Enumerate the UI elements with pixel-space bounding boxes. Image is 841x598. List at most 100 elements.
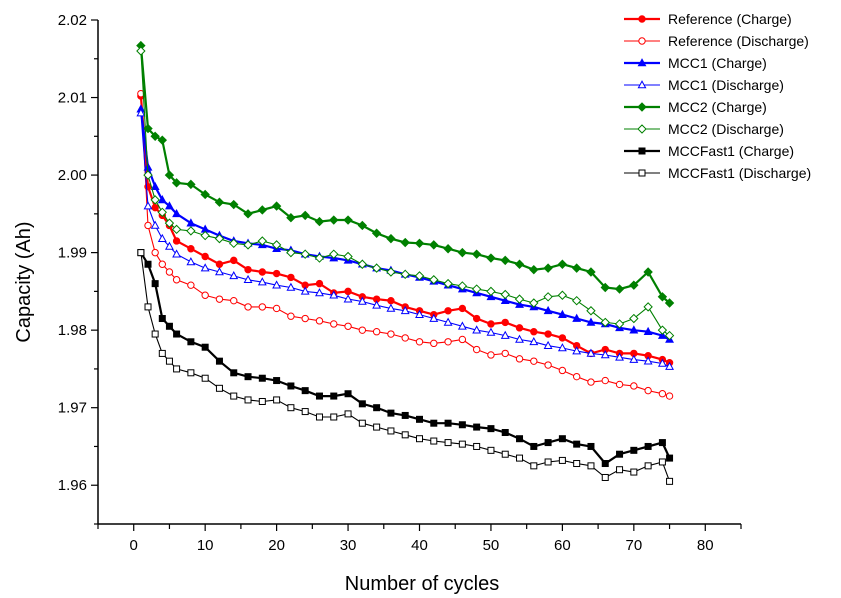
data-point [214,233,225,244]
data-point [164,170,175,180]
data-point [230,369,238,377]
series-1 [137,89,674,400]
data-point [430,419,438,427]
data-point [629,354,639,363]
data-point [415,338,424,346]
data-point [586,306,596,316]
data-point [558,456,566,464]
data-point [357,259,368,269]
data-point [136,46,146,56]
data-point [515,334,524,343]
x-tick-label: 20 [268,537,285,554]
data-point [558,334,567,342]
data-point [157,207,168,218]
data-point [151,248,159,257]
data-point [244,303,252,311]
legend-item: MCC1 (Charge) [624,55,767,71]
data-point [444,439,452,447]
data-point [544,458,552,466]
data-point [400,237,410,248]
data-point [287,382,295,390]
data-point [215,260,224,268]
y-tick-label: 1.96 [58,477,87,494]
data-point [486,253,496,263]
data-point [630,468,638,476]
data-point [630,446,638,454]
data-point [272,304,281,313]
data-point [358,326,367,334]
data-point [487,351,495,359]
legend-marker [637,58,647,67]
data-point [329,249,339,259]
data-point [172,276,181,284]
data-point [286,247,296,258]
data-point [643,267,653,277]
data-point [144,260,152,268]
data-point [244,396,252,404]
data-point [644,386,652,395]
data-point [530,328,538,336]
data-point [186,226,196,236]
data-point [514,294,525,304]
x-tick-label: 10 [197,537,214,554]
data-point [357,220,368,231]
data-point [472,314,481,323]
data-point [457,281,468,291]
data-point [165,201,174,210]
data-point [501,318,509,327]
data-point [172,209,182,218]
data-point [657,325,668,335]
data-point [343,215,353,225]
data-point [157,195,167,204]
data-point [601,473,609,481]
data-point [443,317,453,326]
data-point [516,435,524,443]
series-5 [136,46,675,341]
data-point [658,439,666,447]
data-point [400,305,410,315]
data-point [529,264,539,275]
data-point [300,286,310,295]
legend-label: MCC2 (Discharge) [668,121,784,137]
legend-marker [638,147,646,155]
legend-marker [637,102,647,112]
data-point [387,427,395,435]
data-point [401,431,409,439]
data-point [173,330,181,338]
data-point [150,181,160,191]
data-point [157,233,167,242]
legend-item: MCC2 (Charge) [624,99,767,115]
data-point [229,199,239,210]
x-axis-title: Number of cycles [345,573,500,595]
data-point [315,279,324,288]
data-point [344,390,352,398]
legend-label: MCC1 (Charge) [668,55,767,71]
x-tick-label: 30 [340,537,357,554]
data-point [186,218,196,227]
data-point [143,201,153,210]
data-point [151,203,159,212]
x-tick-label: 50 [483,537,500,554]
data-point [629,280,639,290]
data-point [615,352,624,361]
data-point [557,309,567,318]
data-point [487,425,495,433]
series-3 [136,108,674,370]
data-point [664,298,675,308]
data-point [586,267,596,277]
data-point [573,440,581,448]
data-point [357,296,367,305]
x-tick-label: 60 [554,537,571,554]
data-point [258,268,267,276]
data-point [165,268,174,276]
y-tick-label: 1.99 [58,245,87,262]
data-point [314,253,325,263]
data-point [243,209,253,219]
data-point [666,454,674,462]
data-point [543,292,553,302]
data-point [373,404,381,412]
data-point [586,348,596,357]
data-point [358,419,366,427]
data-point [244,265,252,274]
data-point [443,244,453,254]
